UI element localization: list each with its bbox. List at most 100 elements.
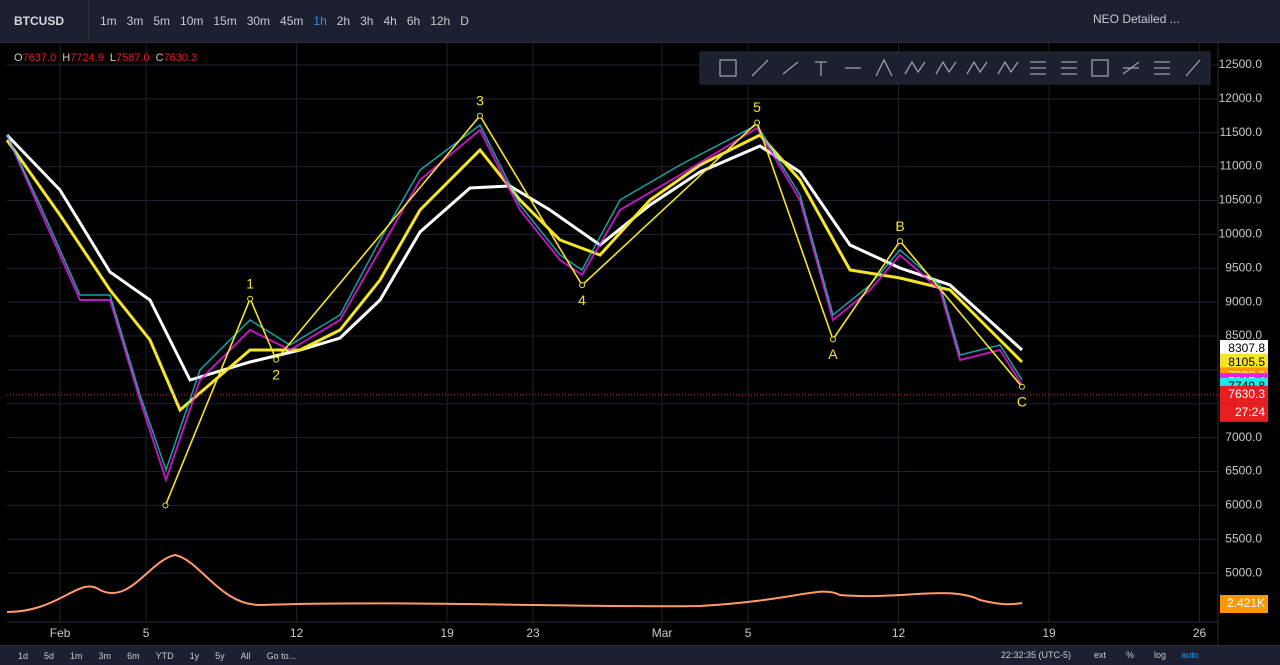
wave-point [162, 502, 169, 509]
x-tick-label: 19 [1042, 626, 1056, 640]
option-button[interactable]: ext [1093, 650, 1106, 660]
y-tick-label: 10500.0 [1219, 193, 1263, 207]
range-list: 1d 5d 1m 3m 6m YTD 1y 5y All Go to... [0, 651, 304, 661]
interval-button[interactable]: 1h [313, 14, 327, 28]
y-tick-label: 6500.0 [1225, 464, 1262, 478]
wave-label: A [828, 346, 838, 362]
range-button[interactable]: 1m [70, 651, 83, 661]
legend-label: O [14, 52, 23, 64]
wave-point [897, 238, 904, 245]
legend-item: O7637.0 [14, 52, 56, 64]
interval-button[interactable]: 3h [360, 14, 374, 28]
price-tag [1220, 353, 1268, 372]
legend-label: L [109, 52, 116, 64]
interval-button[interactable]: 6h [406, 14, 421, 28]
price-tag-label: 7630.3 [1228, 387, 1265, 401]
price-tag [1220, 339, 1268, 358]
range-button[interactable]: 1y [189, 651, 200, 661]
interval-button[interactable]: 4h [383, 14, 397, 28]
option-button[interactable]: % [1125, 650, 1134, 660]
ma-cyan [6, 123, 1023, 473]
range-button[interactable]: 3m [98, 651, 112, 661]
interval-button[interactable]: 1m [100, 14, 117, 28]
wave-label: B [895, 218, 904, 234]
x-tick-label: 12 [892, 626, 906, 640]
option-button[interactable]: auto [1181, 650, 1199, 660]
y-tick-label: 9500.0 [1225, 260, 1262, 274]
countdown-label: 27:24 [1235, 405, 1265, 419]
x-tick-label: 12 [290, 626, 304, 640]
range-button[interactable]: 1d [18, 651, 29, 661]
countdown-tag [1220, 403, 1268, 422]
y-tick-label: 12500.0 [1219, 57, 1263, 71]
y-tick-label: 12000.0 [1219, 91, 1263, 105]
option-button[interactable]: log [1153, 650, 1166, 660]
ma-yellow [5, 133, 1024, 413]
range-button[interactable]: 6m [127, 651, 140, 661]
range-button[interactable]: Go to... [266, 651, 297, 661]
overlay: 1 2 3 4 5 A B C [7, 92, 1218, 509]
volume-tag [1220, 595, 1268, 613]
wave-label: 1 [246, 275, 254, 291]
interval-button[interactable]: 12h [430, 14, 451, 28]
interval-button[interactable]: 30m [246, 14, 271, 28]
wave-label: 5 [753, 99, 761, 115]
volume-ma [6, 553, 1023, 613]
x-tick-label: Mar [652, 626, 673, 640]
drawing-tools[interactable] [719, 58, 1201, 77]
x-tick-label: 5 [745, 626, 752, 640]
symbol[interactable]: BTCUSD [0, 0, 89, 42]
wave-point [273, 356, 280, 363]
y-tick-label: 5000.0 [1225, 565, 1262, 579]
interval-button[interactable]: 45m [280, 14, 304, 28]
legend-item: C7630.3 [156, 52, 198, 64]
y-tick-label: 6000.0 [1225, 498, 1262, 512]
x-tick-label: 5 [143, 626, 150, 640]
interval-button[interactable]: 10m [180, 14, 204, 28]
interval-button[interactable]: 15m [213, 14, 237, 28]
range-button[interactable]: 5d [44, 651, 55, 661]
y-tick-label: 11500.0 [1220, 125, 1263, 139]
wave-point [754, 119, 761, 126]
legend-label: C [155, 52, 164, 64]
ma-magenta [6, 126, 1023, 484]
y-tick-label: 10000.0 [1219, 227, 1263, 241]
y-tick-label: 8500.0 [1225, 328, 1262, 342]
x-tick-label: 19 [440, 626, 454, 640]
interval-button[interactable]: D [460, 14, 469, 28]
legend-value: 7630.3 [163, 52, 198, 64]
wave-point [579, 282, 586, 289]
price-tag-label: 8105.5 [1228, 355, 1265, 369]
range-button[interactable]: All [240, 651, 251, 661]
wave-point [476, 112, 483, 119]
wave-label: C [1017, 393, 1027, 409]
interval-button[interactable]: 3m [126, 14, 144, 28]
x-tick-label: Feb [50, 626, 71, 640]
top-toolbar: BTCUSD 1m 3m 5m 10m 15m 30m 45m 1h 2h 3h 4h 6h 12h D … [0, 0, 1280, 43]
legend-label: H [62, 52, 71, 64]
bottom-toolbar: 1d 5d 1m 3m 6m YTD 1y 5y All Go to... 22:32:35 (U… [0, 645, 1280, 665]
ohlc-legend: O7637.0 H7724.9 L7587.0 C7630.3 [14, 52, 197, 64]
range-button[interactable]: YTD [155, 651, 174, 661]
legend-item: L7587.0 [110, 52, 150, 64]
plot-bg [0, 43, 1218, 623]
y-tick-label: 9000.0 [1225, 294, 1262, 308]
legend-item: H7724.9 [62, 52, 104, 64]
interval-button[interactable]: 2h [336, 14, 351, 28]
wave-point [1018, 383, 1025, 390]
clock: 22:32:35 (UTC-5) [1001, 650, 1072, 660]
y-tick-label: 5500.0 [1225, 531, 1262, 545]
x-tick-label: 23 [526, 626, 540, 640]
wave-label: 2 [272, 366, 280, 382]
wave-point [247, 295, 254, 302]
range-button[interactable]: 5y [215, 651, 225, 661]
interval-button[interactable]: 5m [153, 14, 171, 28]
wave-label: 3 [476, 92, 484, 108]
legend-value: 7587.0 [115, 52, 150, 64]
interval-list: 1m 3m 5m 10m 15m 30m 45m 1h 2h 3h 4h 6h 12h D [89, 14, 474, 28]
price-tag [1220, 385, 1268, 404]
layout-name[interactable]: NEO Detailed ... [1093, 12, 1180, 26]
price-tag-label: 8307.8 [1228, 341, 1265, 355]
